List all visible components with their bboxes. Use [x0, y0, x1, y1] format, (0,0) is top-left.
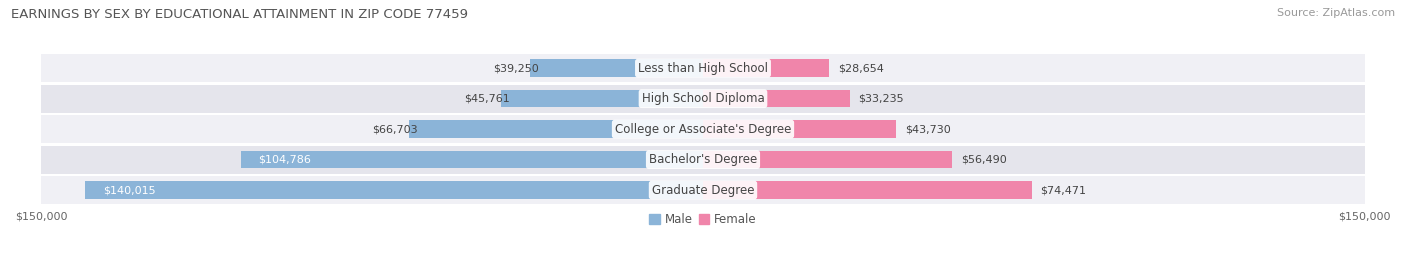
Text: College or Associate's Degree: College or Associate's Degree [614, 122, 792, 136]
Text: $104,786: $104,786 [259, 155, 311, 165]
Text: $74,471: $74,471 [1040, 185, 1087, 195]
Text: Source: ZipAtlas.com: Source: ZipAtlas.com [1277, 8, 1395, 18]
Bar [409, 120, 703, 138]
Text: $43,730: $43,730 [904, 124, 950, 134]
Legend: Male, Female: Male, Female [645, 209, 761, 231]
Bar [703, 151, 952, 168]
Bar [41, 54, 1365, 82]
Text: High School Diploma: High School Diploma [641, 92, 765, 105]
Text: EARNINGS BY SEX BY EDUCATIONAL ATTAINMENT IN ZIP CODE 77459: EARNINGS BY SEX BY EDUCATIONAL ATTAINMEN… [11, 8, 468, 21]
Bar [703, 59, 830, 77]
Text: $140,015: $140,015 [103, 185, 156, 195]
Bar [703, 181, 1032, 199]
Bar [501, 90, 703, 107]
Bar [41, 85, 1365, 113]
Bar [41, 176, 1365, 204]
Text: $66,703: $66,703 [373, 124, 418, 134]
Text: $56,490: $56,490 [962, 155, 1007, 165]
Bar [86, 181, 703, 199]
Text: $28,654: $28,654 [838, 63, 884, 73]
Bar [41, 115, 1365, 143]
Bar [703, 90, 849, 107]
Text: $33,235: $33,235 [859, 94, 904, 104]
Bar [530, 59, 703, 77]
Text: Graduate Degree: Graduate Degree [652, 184, 754, 196]
Text: $45,761: $45,761 [464, 94, 510, 104]
Bar [41, 146, 1365, 174]
Text: $39,250: $39,250 [494, 63, 538, 73]
Text: Less than High School: Less than High School [638, 62, 768, 75]
Bar [703, 120, 896, 138]
Text: Bachelor's Degree: Bachelor's Degree [650, 153, 756, 166]
Bar [240, 151, 703, 168]
